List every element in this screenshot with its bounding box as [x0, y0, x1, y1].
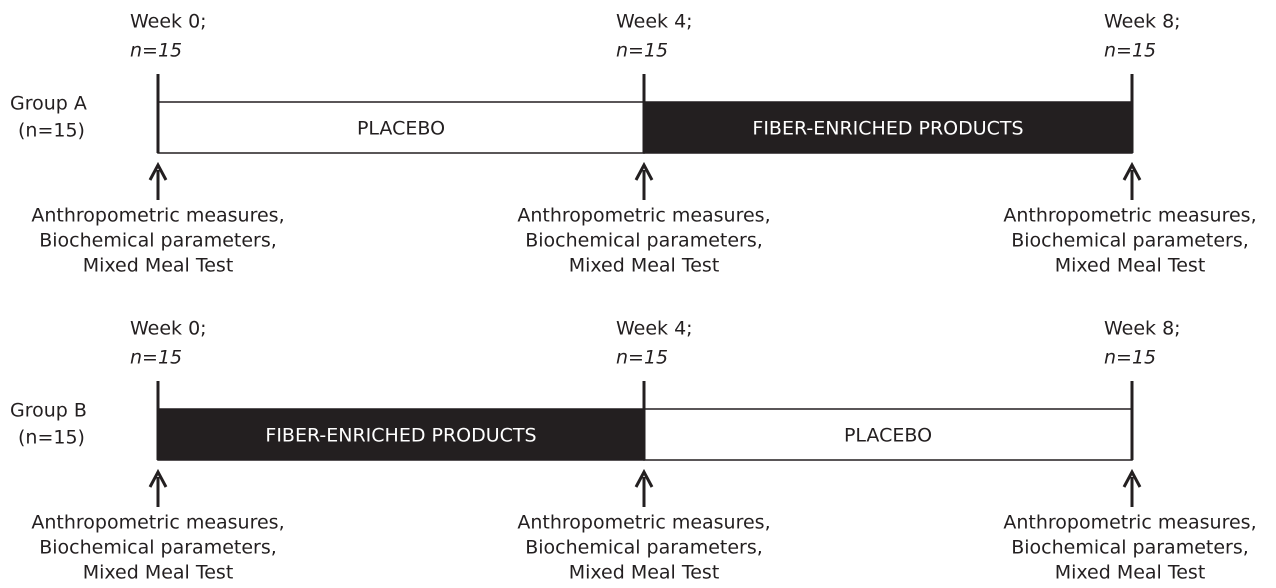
- period-label: FIBER-ENRICHED PRODUCTS: [265, 425, 536, 447]
- arrow-head: [1122, 468, 1142, 488]
- period-bar: [643, 101, 1133, 154]
- period-bar: [157, 101, 645, 154]
- arrow-head: [634, 468, 654, 488]
- week-label: Week 0;: [130, 11, 207, 33]
- week-n: n=15: [1104, 347, 1156, 369]
- week-n: n=15: [616, 347, 668, 369]
- week-label: Week 8;: [1104, 318, 1181, 340]
- period-label: PLACEBO: [844, 425, 932, 447]
- period-bar: [157, 408, 645, 461]
- measure-line: Biochemical parameters,: [525, 230, 763, 252]
- measure-line: Anthropometric measures,: [31, 205, 284, 227]
- arrow-head: [634, 161, 654, 181]
- measure-line: Biochemical parameters,: [39, 537, 277, 559]
- group-label: Group A: [10, 93, 87, 115]
- measure-line: Mixed Meal Test: [1055, 562, 1206, 584]
- week-n: n=15: [130, 347, 182, 369]
- measure-line: Biochemical parameters,: [525, 537, 763, 559]
- measure-line: Anthropometric measures,: [1003, 512, 1256, 534]
- week-n: n=15: [130, 40, 182, 62]
- week-n: n=15: [616, 40, 668, 62]
- arrow-head: [148, 468, 168, 488]
- measure-line: Mixed Meal Test: [83, 255, 234, 277]
- measure-line: Anthropometric measures,: [31, 512, 284, 534]
- group-label: Group B: [10, 400, 87, 422]
- period-label: FIBER-ENRICHED PRODUCTS: [752, 118, 1023, 140]
- measure-line: Mixed Meal Test: [569, 562, 720, 584]
- measure-line: Biochemical parameters,: [39, 230, 277, 252]
- measure-line: Anthropometric measures,: [1003, 205, 1256, 227]
- measure-line: Biochemical parameters,: [1011, 230, 1249, 252]
- arrow-head: [1122, 161, 1142, 181]
- week-label: Week 4;: [616, 318, 693, 340]
- group-n: (n=15): [18, 120, 85, 142]
- measure-line: Anthropometric measures,: [517, 205, 770, 227]
- measure-line: Mixed Meal Test: [569, 255, 720, 277]
- measure-line: Mixed Meal Test: [1055, 255, 1206, 277]
- period-bar: [643, 408, 1133, 461]
- arrow-head: [148, 161, 168, 181]
- measure-line: Mixed Meal Test: [83, 562, 234, 584]
- group-n: (n=15): [18, 427, 85, 449]
- week-label: Week 0;: [130, 318, 207, 340]
- week-label: Week 8;: [1104, 11, 1181, 33]
- measure-line: Anthropometric measures,: [517, 512, 770, 534]
- week-label: Week 4;: [616, 11, 693, 33]
- measure-line: Biochemical parameters,: [1011, 537, 1249, 559]
- period-label: PLACEBO: [357, 118, 445, 140]
- week-n: n=15: [1104, 40, 1156, 62]
